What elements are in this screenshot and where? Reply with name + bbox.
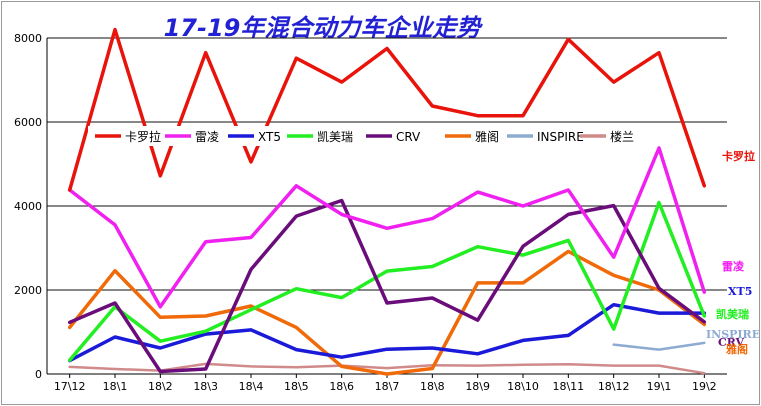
legend-label: INSPIRE (537, 130, 584, 144)
x-tick-label: 18\4 (239, 380, 264, 393)
legend-label: 楼兰 (610, 129, 634, 144)
x-tick-label: 18\11 (552, 380, 584, 393)
x-tick-label: 18\8 (420, 380, 445, 393)
x-tick-label: 18\2 (148, 380, 173, 393)
x-tick-label: 18\5 (284, 380, 309, 393)
series-line (67, 198, 707, 374)
y-tick-label: 8000 (14, 32, 42, 45)
legend-label: 雅阁 (475, 129, 499, 144)
series-end-label: 凯美瑞 (716, 307, 749, 321)
axes (46, 38, 727, 378)
legend-label: XT5 (258, 130, 281, 144)
legend-label: 卡罗拉 (125, 129, 161, 144)
x-tick-label: 18\3 (193, 380, 218, 393)
series-end-label: XT5 (728, 285, 752, 298)
legend: 卡罗拉 雷凌 XT5 凯美瑞 CRV 雅阁 INSPIRE 楼兰 (88, 126, 634, 146)
series-line (68, 362, 706, 375)
x-tick-label: 18\10 (507, 380, 539, 393)
series-end-label: 雷凌 (722, 259, 745, 273)
series-end-label: 雅阁 (726, 342, 748, 356)
legend-label: CRV (396, 130, 421, 144)
legend-label: 凯美瑞 (317, 130, 353, 144)
x-tick-label: 18\12 (598, 380, 630, 393)
x-tick-labels: 17\12 18\1 18\2 18\3 18\4 18\5 18\6 18\7 18\8 18\… (54, 380, 717, 393)
series-line (67, 249, 707, 376)
x-tick-label: 18\1 (103, 380, 128, 393)
series-line (67, 27, 707, 192)
series-end-label: INSPIRE (706, 328, 759, 341)
series-line (612, 341, 706, 351)
x-tick-label: 18\9 (465, 380, 490, 393)
chart-title: 17-19年混合动力车企业走势 (164, 14, 484, 42)
y-tick-label: 4000 (14, 200, 42, 213)
y-tick-label: 6000 (14, 116, 42, 129)
series-line (67, 200, 707, 362)
x-tick-label: 19\1 (647, 380, 672, 393)
x-tick-label: 19\2 (692, 380, 717, 393)
legend-background (88, 126, 596, 146)
grid-lines (47, 37, 727, 291)
series-lines (67, 27, 707, 376)
legend-label: 雷凌 (195, 130, 219, 144)
series-end-label: 卡罗拉 (722, 149, 755, 163)
x-tick-label: 18\6 (329, 380, 354, 393)
y-tick-label: 0 (35, 368, 42, 381)
series-line (67, 302, 707, 363)
y-tick-labels: 0 2000 4000 6000 8000 (14, 32, 42, 381)
x-tick-label: 18\7 (375, 380, 400, 393)
y-tick-label: 2000 (14, 284, 42, 297)
series-line (67, 146, 707, 309)
x-tick-label: 17\12 (54, 380, 86, 393)
series-end-label: CRV (718, 336, 745, 349)
